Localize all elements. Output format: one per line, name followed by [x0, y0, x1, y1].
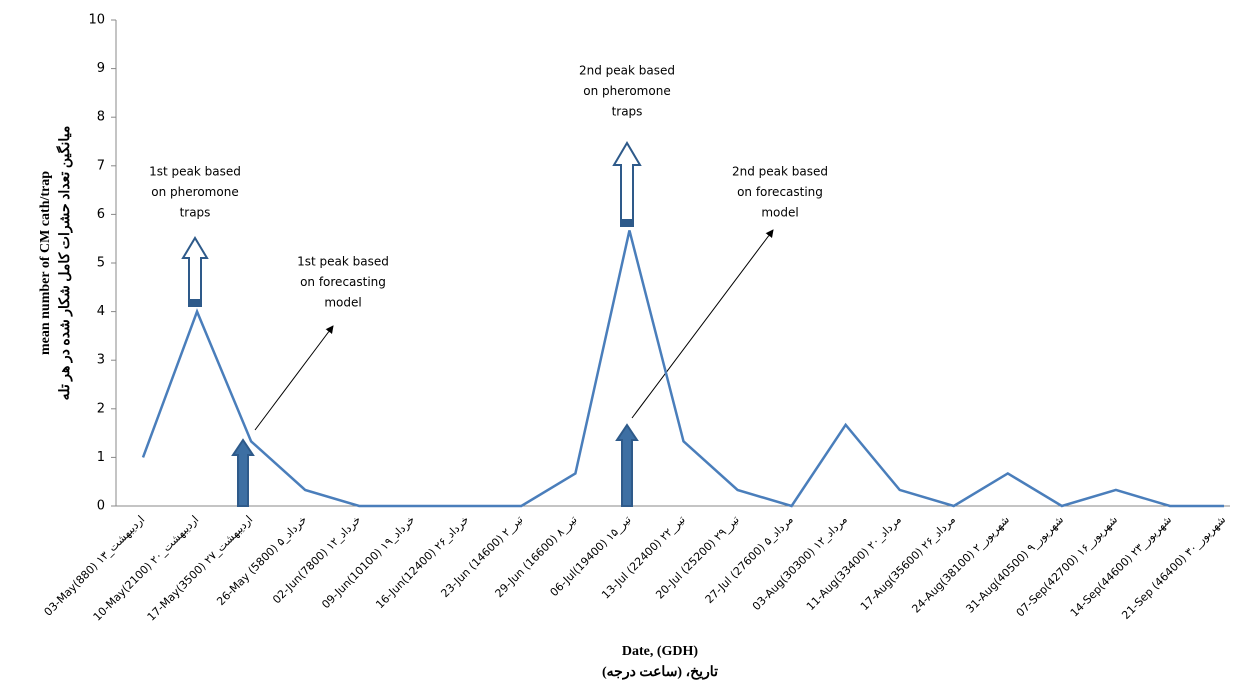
x-tick-label: 21-Sep (46400) شهریور_۳۰	[1119, 513, 1228, 622]
y-axis-label: mean number of CM cath/trap	[38, 171, 53, 355]
pointer-arrow	[254, 325, 334, 431]
x-tick-label: 17-May(3500) اردیبهشت_۲۷	[145, 513, 256, 624]
x-tick-label: 24-Aug(38100) شهریور_۲	[909, 513, 1012, 616]
x-tick-label: 02-Jun(7800) خرداد_۱۲	[270, 513, 363, 606]
annotation: model	[761, 206, 798, 220]
x-tick-label: 27-Jul (27600) مرداد_۵	[703, 513, 796, 606]
y-tick-label: 6	[97, 207, 105, 222]
x-tick-label: 31-Aug(40500) شهریور_۹	[963, 513, 1066, 616]
y-tick-label: 9	[97, 61, 105, 76]
arrows	[181, 141, 642, 507]
y-tick-label: 2	[97, 401, 105, 416]
annotation: traps	[180, 206, 211, 220]
y-tick-label: 7	[97, 158, 105, 173]
x-tick-label: 11-Aug(33400) مرداد_۲۰	[804, 513, 904, 613]
y-axis-label: میانگین تعداد حشرات کامل شکار شده در هر …	[56, 126, 73, 401]
x-tick-label: 16-Jun(12400) خرداد_۲۶	[373, 513, 471, 611]
x-tick-label: 26-May (5800) خرداد_۵	[214, 513, 309, 608]
x-tick-label: 14-Sep(44600) شهریور_۲۳	[1068, 513, 1174, 619]
annotation: 2nd peak based	[579, 64, 675, 78]
annotation: traps	[612, 105, 643, 119]
annotation: on pheromone	[583, 84, 670, 98]
annotation: 2nd peak based	[732, 165, 828, 179]
x-axis-label: Date, (GDH)	[622, 644, 699, 659]
annotation: on pheromone	[151, 185, 238, 199]
x-tick-label: 09-Jun(10100) خرداد_۱۹	[319, 513, 417, 611]
pointer-arrow	[631, 229, 774, 419]
x-tick-label: 03-May(880) اردیبهشت_۱۳	[42, 513, 148, 619]
annotation: model	[324, 296, 361, 310]
y-tick-label: 3	[97, 353, 105, 368]
y-tick-label: 8	[97, 110, 105, 125]
x-axis-label: تاریخ، (ساعت درجه)	[602, 665, 718, 680]
y-tick-label: 5	[97, 256, 105, 271]
x-tick-label: 03-Aug(30300) مرداد_۱۲	[750, 513, 850, 613]
x-tick-label: 07-Sep(42700) شهریور_۱۶	[1014, 513, 1120, 619]
y-tick-label: 0	[97, 499, 105, 514]
x-tick-label: 10-May(2100) اردیبهشت_۲۰	[91, 513, 202, 624]
annotation: on forecasting	[300, 275, 386, 289]
y-tick-label: 4	[97, 304, 105, 319]
y-tick-label: 10	[88, 13, 105, 28]
data-line	[141, 230, 1224, 508]
y-tick-label: 1	[97, 450, 105, 465]
annotation: 1st peak based	[297, 255, 389, 269]
annotation: on forecasting	[737, 185, 823, 199]
x-tick-label: 17-Aug(35600) مرداد_۲۶	[858, 513, 958, 613]
annotation: 1st peak based	[149, 165, 241, 179]
